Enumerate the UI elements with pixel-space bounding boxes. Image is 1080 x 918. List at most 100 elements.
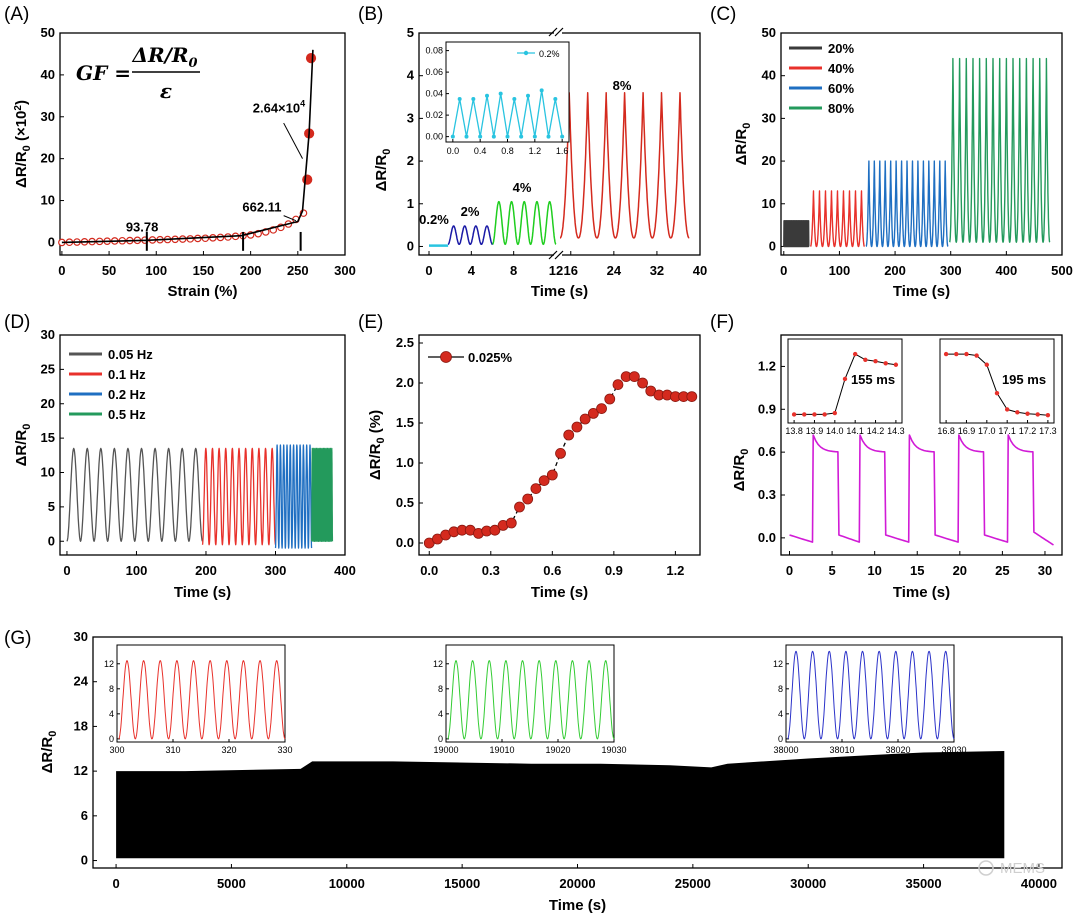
panel-e-ytick-label: 0.5 <box>396 495 414 510</box>
panel-e-point <box>628 371 640 383</box>
panel-b-inset-xtick-label: 0.0 <box>447 146 460 156</box>
panel-g-xtick-label: 40000 <box>1021 876 1057 891</box>
panel-b-ytick-label: 4 <box>407 68 415 83</box>
panel-d-ytick-label: 15 <box>41 430 55 445</box>
panel-e-point <box>563 429 575 441</box>
panel-b-series-line <box>447 225 494 246</box>
panel-d-ytick-label: 0 <box>48 533 55 548</box>
panel-b-inset-legend: 0.2% <box>539 49 560 59</box>
panel-label: (F) <box>710 312 734 333</box>
panel-f-inset-xtick-label: 13.9 <box>806 426 824 436</box>
panel-b-xlabel: Time (s) <box>531 283 588 300</box>
panel-a-ytick-label: 30 <box>41 109 55 124</box>
panel-d-legend-label: 0.1 Hz <box>108 367 146 382</box>
panel-f-inset-xtick-label: 13.8 <box>785 426 803 436</box>
panel-a-xtick-label: 0 <box>58 263 65 278</box>
panel-f-ytick-label: 1.2 <box>758 358 776 373</box>
panel-c-xtick-label: 200 <box>884 263 906 278</box>
panel-g-inset-ytick-label: 12 <box>104 659 114 669</box>
panel-g-inset-ytick-label: 4 <box>778 709 783 719</box>
panel-b-xtick-label: 8 <box>510 263 517 278</box>
panel-d-xtick-label: 100 <box>126 563 148 578</box>
panel-e-point <box>637 377 648 389</box>
panel-e-legend-marker <box>440 351 452 363</box>
panel-f-inset-xtick-label: 14.0 <box>826 426 844 436</box>
panel-f-frame <box>780 334 1063 556</box>
panel-a-xtick-label: 200 <box>240 263 262 278</box>
panel-c-xtick-label: 0 <box>780 263 787 278</box>
panel-a-arrow <box>283 215 297 222</box>
panel-a-ytick-label: 40 <box>41 67 55 82</box>
panel-f-inset-point <box>994 390 1000 396</box>
panel-a-gf-lhs: GF = <box>76 61 131 85</box>
panel-c-series-line <box>783 220 810 248</box>
panel-f-inset-point <box>832 410 838 416</box>
panel-e-xtick-label: 1.2 <box>666 563 684 578</box>
panel-g-inset-ytick-label: 12 <box>773 659 783 669</box>
panel-f-inset-point <box>791 412 797 417</box>
panel-e-ytick-label: 1.0 <box>396 455 414 470</box>
panel-e-point <box>555 447 566 459</box>
panel-g-xtick-label: 15000 <box>444 876 480 891</box>
panel-a-ytick-label: 50 <box>41 25 55 40</box>
panel-b-inset-xtick-label: 1.2 <box>529 146 542 156</box>
panel-f-xtick-label: 15 <box>910 563 924 578</box>
panel-b-xtick-label: 0 <box>425 263 432 278</box>
panel-b-axis-break <box>554 248 562 262</box>
panel-g-inset-ytick-label: 12 <box>433 659 443 669</box>
panel-e-point <box>604 393 616 405</box>
panel-a-frame <box>59 32 346 256</box>
panel-c-series-line <box>809 190 865 248</box>
panel-b-inset-point <box>560 134 565 139</box>
panel-f-xtick-label: 5 <box>828 563 835 578</box>
panel-f-inset-label: 155 ms <box>851 372 895 387</box>
panel-b-ytick-label: 1 <box>407 196 414 211</box>
panel-c-legend-label: 40% <box>828 61 854 76</box>
panel-d-ytick-label: 10 <box>41 465 55 480</box>
panel-g-inset-xtick-label: 320 <box>221 745 236 755</box>
panel-b-inset-point <box>532 134 537 139</box>
panel-e-point <box>587 407 599 419</box>
panel-g-inset-xtick-label: 38030 <box>941 745 966 755</box>
panel-g-inset-ytick-label: 0 <box>109 734 114 744</box>
panel-a-arrow <box>283 122 303 159</box>
panel-e-line <box>429 375 692 544</box>
panel-label: (D) <box>4 312 30 333</box>
panel-b-xtick-label: 24 <box>607 263 622 278</box>
panel-e-xtick-label: 0.9 <box>605 563 623 578</box>
panel-b-break-mark <box>554 250 564 260</box>
panel-c-ytick-label: 0 <box>769 238 776 253</box>
panel-e-frame <box>418 334 701 556</box>
panel-f-inset-point <box>893 362 899 367</box>
panel-f-xtick-label: 30 <box>1038 563 1052 578</box>
panel-g-inset-xtick-label: 38020 <box>885 745 910 755</box>
panel-b-label-2: 2% <box>461 204 480 219</box>
panel-b-xtick-label: 16 <box>564 263 578 278</box>
panel-g-inset-xtick-label: 19020 <box>545 745 570 755</box>
panel-e-xlabel: Time (s) <box>531 584 588 601</box>
panel-b-inset-ytick-label: 0.06 <box>425 67 443 77</box>
panel-g-inset-xtick-label: 19000 <box>433 745 458 755</box>
panel-b-inset-point <box>505 134 510 139</box>
panel-e-point <box>489 524 501 536</box>
panel-b-break-mark <box>548 27 558 37</box>
panel-b-inset-legend-marker <box>523 50 529 56</box>
panel-f-inset-point <box>974 353 979 358</box>
panel-f-inset-xtick-label: 17.2 <box>1019 426 1037 436</box>
panel-b-inset-point <box>526 93 530 98</box>
panel-b-inset-point <box>450 134 455 139</box>
panel-d-xlabel: Time (s) <box>174 584 231 601</box>
panel-g-inset-ytick-label: 0 <box>438 734 443 744</box>
panel-f-inset-point <box>812 412 817 417</box>
panel-f-inset-point <box>984 362 990 367</box>
panel-c-ytick-label: 30 <box>762 110 776 125</box>
panel-g-inset-line <box>787 650 955 740</box>
panel-f-xlabel: Time (s) <box>893 584 950 601</box>
panel-f-inset-point <box>842 376 848 382</box>
panel-a-gf-numerator: ΔR/R0 <box>131 43 197 71</box>
panel-f-inset-point <box>822 412 827 417</box>
panel-e-point <box>522 493 534 505</box>
panel-b-inset-point <box>478 134 483 139</box>
panel-g-inset-frame <box>116 644 286 743</box>
